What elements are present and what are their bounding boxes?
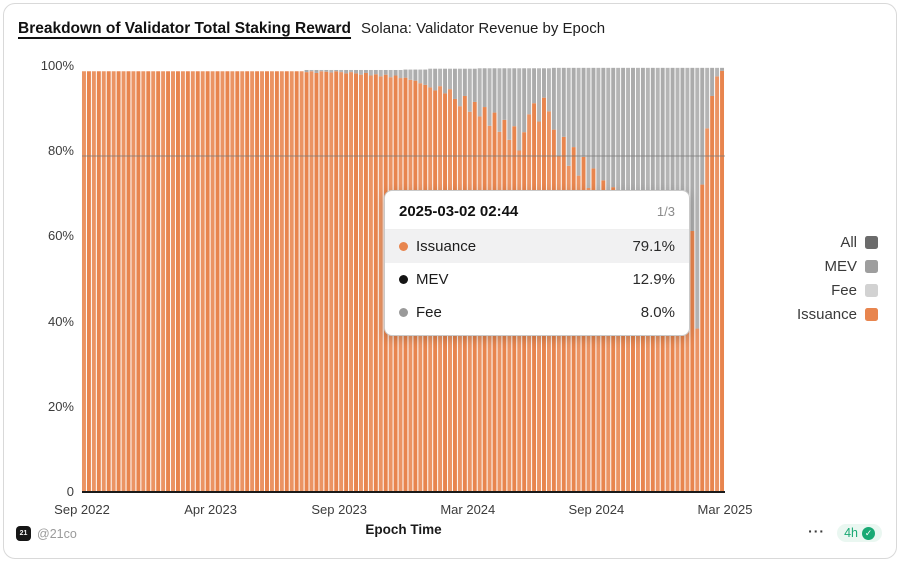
verified-check-icon: ✓ bbox=[862, 526, 875, 540]
tooltip-header: 2025-03-02 02:44 1/3 bbox=[385, 191, 689, 230]
y-axis-tick-label: 60% bbox=[47, 228, 74, 244]
legend-label: All bbox=[840, 233, 857, 251]
x-axis-tick-label: Mar 2024 bbox=[440, 502, 496, 517]
legend-label: Issuance bbox=[796, 305, 857, 323]
tooltip-row-label: Fee bbox=[416, 304, 442, 321]
x-axis-tick-label: Mar 2025 bbox=[697, 502, 753, 517]
y-axis-tick-label: 100% bbox=[40, 58, 74, 73]
x-axis-title: Epoch Time bbox=[365, 522, 442, 537]
mev-dot-icon bbox=[399, 275, 408, 284]
timestamp-badge[interactable]: 4h ✓ bbox=[837, 524, 882, 542]
tooltip-page-indicator: 1/3 bbox=[656, 204, 675, 219]
account-handle[interactable]: @21co bbox=[37, 526, 77, 541]
x-axis-tick-label: Sep 2023 bbox=[311, 502, 368, 517]
tooltip-row-mev: MEV 12.9% bbox=[385, 263, 689, 296]
y-axis-tick-label: 80% bbox=[47, 143, 74, 159]
footer-actions: ··· 4h ✓ bbox=[808, 524, 882, 542]
21co-logo-icon: 21 bbox=[16, 526, 31, 541]
x-axis-tick-label: Sep 2024 bbox=[568, 502, 625, 517]
tooltip-row-label: MEV bbox=[416, 271, 449, 288]
y-axis-tick-label: 20% bbox=[47, 398, 74, 414]
timestamp: 4h bbox=[844, 526, 858, 540]
legend-item-issuance[interactable]: Issuance bbox=[797, 302, 878, 326]
legend: All MEV Fee Issuance bbox=[797, 230, 878, 326]
chart-subtitle: Solana: Validator Revenue by Epoch bbox=[361, 20, 606, 37]
all-swatch-icon bbox=[865, 235, 878, 249]
tooltip-row-value: 12.9% bbox=[632, 271, 675, 288]
x-axis-tick-label: Sep 2022 bbox=[54, 502, 110, 517]
fee-swatch-icon bbox=[865, 283, 878, 297]
legend-item-all[interactable]: All bbox=[797, 230, 878, 254]
legend-item-mev[interactable]: MEV bbox=[797, 254, 878, 278]
tooltip-row-issuance: Issuance 79.1% bbox=[385, 230, 689, 263]
issuance-swatch-icon bbox=[865, 307, 878, 321]
tooltip-row-fee: Fee 8.0% bbox=[385, 296, 689, 329]
chart-card: Breakdown of Validator Total Staking Rew… bbox=[3, 3, 897, 559]
y-axis-tick-label: 0 bbox=[66, 484, 74, 499]
chart-tooltip: 2025-03-02 02:44 1/3 Issuance 79.1% MEV … bbox=[384, 190, 690, 336]
tooltip-date: 2025-03-02 02:44 bbox=[399, 203, 519, 220]
tooltip-row-value: 8.0% bbox=[640, 304, 675, 321]
fee-dot-icon bbox=[399, 308, 408, 317]
x-axis-tick-label: Apr 2023 bbox=[184, 502, 237, 517]
legend-label: Fee bbox=[831, 281, 857, 299]
issuance-dot-icon bbox=[399, 242, 408, 251]
chart-title: Breakdown of Validator Total Staking Rew… bbox=[18, 20, 352, 37]
more-options-button[interactable]: ··· bbox=[808, 523, 826, 539]
legend-label: MEV bbox=[824, 257, 857, 275]
y-axis-tick-label: 40% bbox=[47, 313, 74, 329]
tooltip-row-label: Issuance bbox=[416, 238, 477, 255]
chart-header: Breakdown of Validator Total Staking Rew… bbox=[18, 20, 605, 38]
tooltip-row-value: 79.1% bbox=[632, 238, 675, 255]
mev-swatch-icon bbox=[865, 259, 878, 273]
legend-item-fee[interactable]: Fee bbox=[797, 278, 878, 302]
attribution[interactable]: 21 @21co bbox=[16, 526, 77, 541]
